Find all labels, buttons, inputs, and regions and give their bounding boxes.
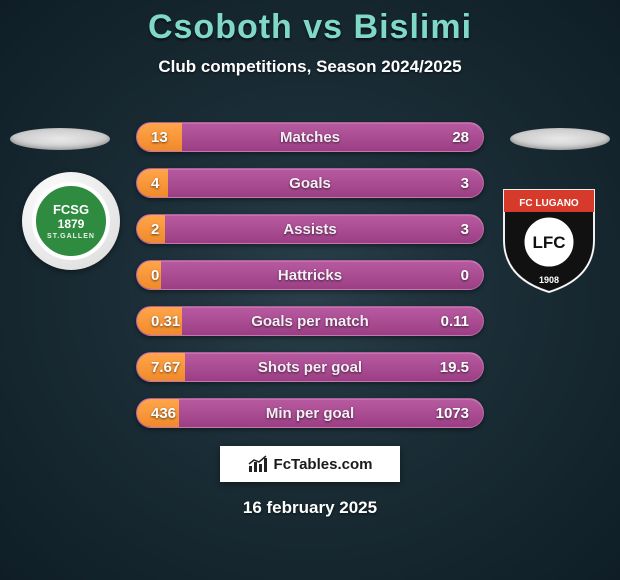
stat-label: Hattricks: [137, 261, 483, 289]
stat-value-right: 0.11: [441, 307, 469, 335]
svg-text:LFC: LFC: [532, 233, 565, 252]
stat-value-right: 19.5: [440, 353, 469, 381]
badge-left-text-year: 1879: [58, 218, 85, 230]
content: Csoboth vs Bislimi Club competitions, Se…: [0, 0, 620, 580]
stat-label: Min per goal: [137, 399, 483, 427]
svg-text:1908: 1908: [539, 275, 559, 285]
badge-left-text-top: FCSG: [53, 203, 89, 216]
page-title: Csoboth vs Bislimi: [0, 8, 620, 47]
avatar-placeholder-left: [10, 128, 110, 150]
stat-row: 2Assists3: [136, 214, 484, 244]
date-text: 16 february 2025: [0, 498, 620, 518]
chart-icon: [248, 455, 270, 473]
team-badge-left-inner: FCSG 1879 ST.GALLEN: [32, 182, 110, 260]
footer-brand-text: FcTables.com: [274, 456, 373, 473]
footer-brand-box: FcTables.com: [220, 446, 400, 482]
stat-value-right: 3: [461, 169, 469, 197]
stat-row: 7.67Shots per goal19.5: [136, 352, 484, 382]
stat-value-right: 0: [461, 261, 469, 289]
svg-text:FC LUGANO: FC LUGANO: [519, 198, 579, 209]
stat-row: 13Matches28: [136, 122, 484, 152]
stat-label: Assists: [137, 215, 483, 243]
stat-label: Goals: [137, 169, 483, 197]
stat-label: Matches: [137, 123, 483, 151]
stat-row: 436Min per goal1073: [136, 398, 484, 428]
stat-value-right: 3: [461, 215, 469, 243]
stat-label: Shots per goal: [137, 353, 483, 381]
team-badge-right-svg: FC LUGANO LFC 1908: [490, 178, 608, 296]
stat-row: 0Hattricks0: [136, 260, 484, 290]
stat-label: Goals per match: [137, 307, 483, 335]
badge-left-text-bottom: ST.GALLEN: [47, 233, 95, 240]
team-badge-right: FC LUGANO LFC 1908: [490, 178, 608, 296]
stat-row: 0.31Goals per match0.11: [136, 306, 484, 336]
stat-row: 4Goals3: [136, 168, 484, 198]
stat-value-right: 28: [452, 123, 469, 151]
subtitle: Club competitions, Season 2024/2025: [0, 57, 620, 77]
stat-value-right: 1073: [436, 399, 469, 427]
stats-bars: 13Matches28 4Goals3 2Assists3 0Hattricks0 0.…: [136, 122, 484, 444]
team-badge-left: FCSG 1879 ST.GALLEN: [22, 172, 120, 270]
avatar-placeholder-right: [510, 128, 610, 150]
